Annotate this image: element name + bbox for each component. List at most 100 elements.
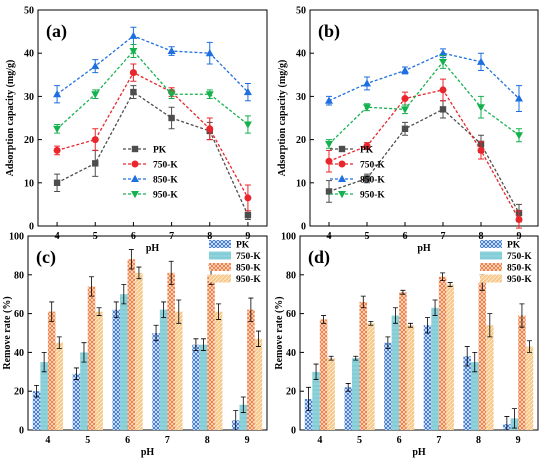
series-line	[56, 71, 249, 199]
data-point	[243, 87, 252, 96]
x-tick-label: 5	[85, 435, 90, 446]
bar	[254, 338, 263, 430]
error-bar	[447, 282, 453, 287]
data-point	[515, 94, 523, 102]
bar	[446, 284, 454, 430]
error-bar	[73, 367, 79, 380]
legend: PK 750-K 850-K 950-K	[330, 146, 385, 201]
legend-label: 850-K	[507, 264, 532, 274]
series-950-K	[327, 282, 534, 430]
panel-label: (c)	[36, 247, 56, 268]
series-PK	[304, 317, 511, 431]
data-point	[325, 157, 333, 165]
data-point	[205, 49, 214, 57]
data-point	[91, 136, 99, 144]
error-bar	[89, 276, 95, 297]
legend-label: PK	[360, 146, 374, 156]
bar	[207, 274, 215, 430]
x-axis-label: pH	[141, 447, 155, 458]
bar	[72, 373, 81, 430]
data-point	[325, 140, 333, 149]
error-bar	[216, 303, 222, 320]
x-tick-label: 6	[397, 435, 402, 446]
error-bar	[153, 324, 159, 342]
error-bar	[200, 338, 206, 351]
x-axis-label: pH	[417, 243, 431, 254]
bar	[391, 315, 400, 430]
data-point	[91, 91, 100, 99]
bar	[312, 371, 320, 430]
series-850-K	[53, 26, 252, 104]
y-tick-label: 20	[14, 387, 24, 398]
error-bar	[49, 301, 55, 322]
data-point	[53, 90, 62, 98]
data-point	[439, 49, 447, 57]
legend-label: 950-K	[236, 275, 261, 285]
error-bar	[255, 330, 261, 347]
y-tick-label: 10	[296, 178, 306, 189]
error-bar	[519, 303, 525, 328]
data-point	[53, 125, 62, 133]
y-axis-label: Adsorption capacity (mg/g)	[5, 60, 16, 177]
y-tick-label: 0	[301, 222, 306, 233]
error-bar	[504, 416, 510, 431]
y-tick-label: 20	[286, 387, 296, 398]
series-750-K	[53, 63, 252, 212]
y-tick-label: 40	[286, 348, 296, 359]
legend-marker	[338, 145, 346, 153]
y-tick-label: 80	[286, 270, 296, 281]
bar	[152, 333, 160, 430]
data-point	[53, 146, 61, 154]
plot-frame	[299, 235, 539, 431]
error-bar	[400, 289, 406, 295]
data-point	[53, 179, 61, 186]
data-point	[244, 194, 252, 202]
legend-label: PK	[153, 146, 167, 156]
legend-swatch	[480, 240, 502, 248]
legend-label: 750-K	[153, 161, 178, 171]
error-bar	[385, 336, 391, 349]
bar	[438, 276, 447, 430]
legend-label: 850-K	[236, 264, 261, 274]
bar	[247, 309, 255, 430]
y-tick-label: 30	[24, 92, 34, 103]
legend-swatch	[209, 263, 231, 271]
data-point	[167, 46, 176, 55]
error-bar	[526, 340, 532, 353]
bar	[239, 404, 248, 430]
data-point	[243, 121, 252, 129]
error-bar	[432, 299, 438, 316]
y-tick-label: 0	[29, 222, 34, 233]
plot-frame	[27, 235, 268, 431]
x-tick-label: 4	[45, 435, 50, 446]
y-tick-label: 20	[24, 135, 34, 146]
legend-label: 850-K	[360, 176, 385, 186]
error-bar	[487, 313, 493, 338]
bar	[463, 356, 471, 430]
data-point	[439, 86, 447, 94]
data-point	[363, 79, 371, 87]
error-bar	[360, 295, 366, 309]
x-tick-label: 8	[205, 435, 210, 446]
data-point	[439, 58, 447, 67]
data-point	[439, 106, 447, 113]
bar	[367, 323, 375, 430]
series-950-K	[53, 44, 252, 134]
data-point	[244, 212, 252, 219]
data-point	[401, 66, 409, 74]
legend-marker	[131, 174, 139, 182]
bar	[32, 391, 41, 430]
y-tick-label: 30	[296, 92, 306, 103]
error-bar	[161, 301, 167, 318]
bar	[319, 319, 328, 430]
data-point	[515, 216, 523, 224]
legend-marker	[338, 160, 346, 168]
bar	[159, 309, 168, 430]
series-850-K	[47, 249, 255, 430]
legend-label: PK	[507, 241, 521, 251]
error-bar	[136, 266, 142, 280]
y-tick-label: 100	[9, 232, 24, 243]
error-bar	[425, 317, 431, 334]
legend-swatch	[480, 263, 502, 271]
data-point	[325, 188, 333, 195]
